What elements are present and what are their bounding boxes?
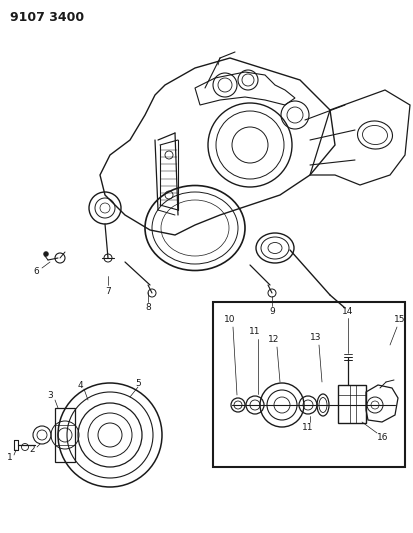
Text: 5: 5 (135, 378, 141, 387)
Text: 11: 11 (302, 424, 314, 432)
Text: 13: 13 (310, 334, 322, 343)
Bar (213, 302, 405, 467)
Text: 15: 15 (394, 316, 406, 325)
Text: 12: 12 (268, 335, 280, 344)
Text: 7: 7 (105, 287, 111, 295)
Text: 3: 3 (47, 392, 53, 400)
Text: 10: 10 (224, 316, 236, 325)
Text: 11: 11 (249, 327, 261, 336)
Bar (55, 408, 75, 462)
Text: 4: 4 (77, 381, 83, 390)
Text: 6: 6 (33, 268, 39, 277)
Text: 1: 1 (7, 454, 13, 463)
Text: 8: 8 (145, 303, 151, 312)
Bar (338, 385, 366, 423)
Text: 9107 3400: 9107 3400 (10, 11, 84, 24)
Text: 9: 9 (269, 308, 275, 317)
Text: 14: 14 (342, 308, 354, 317)
Text: 16: 16 (377, 433, 389, 442)
Text: 2: 2 (29, 446, 35, 455)
Circle shape (43, 252, 48, 256)
